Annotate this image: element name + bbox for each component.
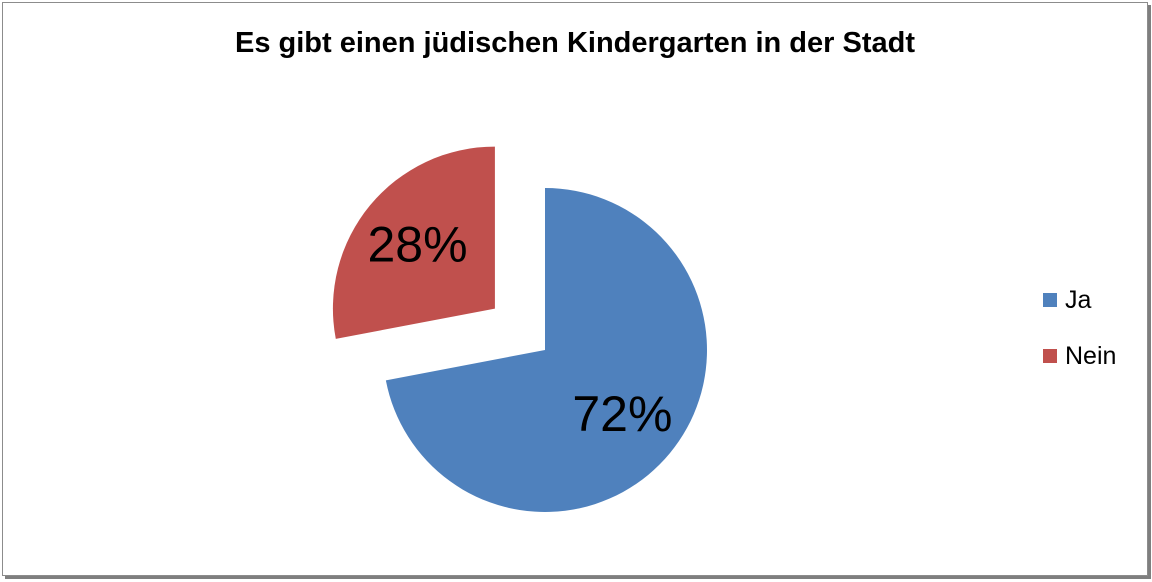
chart-title: Es gibt einen jüdischen Kindergarten in … <box>235 27 915 59</box>
legend-swatch-ja <box>1043 293 1057 307</box>
pie-slice-nein <box>332 146 495 339</box>
data-label-ja: 72% <box>572 386 672 442</box>
pie-slice-ja <box>385 188 708 512</box>
legend: Ja Nein <box>1043 285 1116 397</box>
data-label-nein: 28% <box>367 217 467 273</box>
legend-label-ja: Ja <box>1065 285 1092 314</box>
legend-label-nein: Nein <box>1065 341 1117 370</box>
legend-swatch-nein <box>1043 349 1057 363</box>
legend-item-nein: Nein <box>1043 341 1116 371</box>
pie-chart: 72% 28% <box>332 146 708 512</box>
legend-item-ja: Ja <box>1043 285 1116 315</box>
